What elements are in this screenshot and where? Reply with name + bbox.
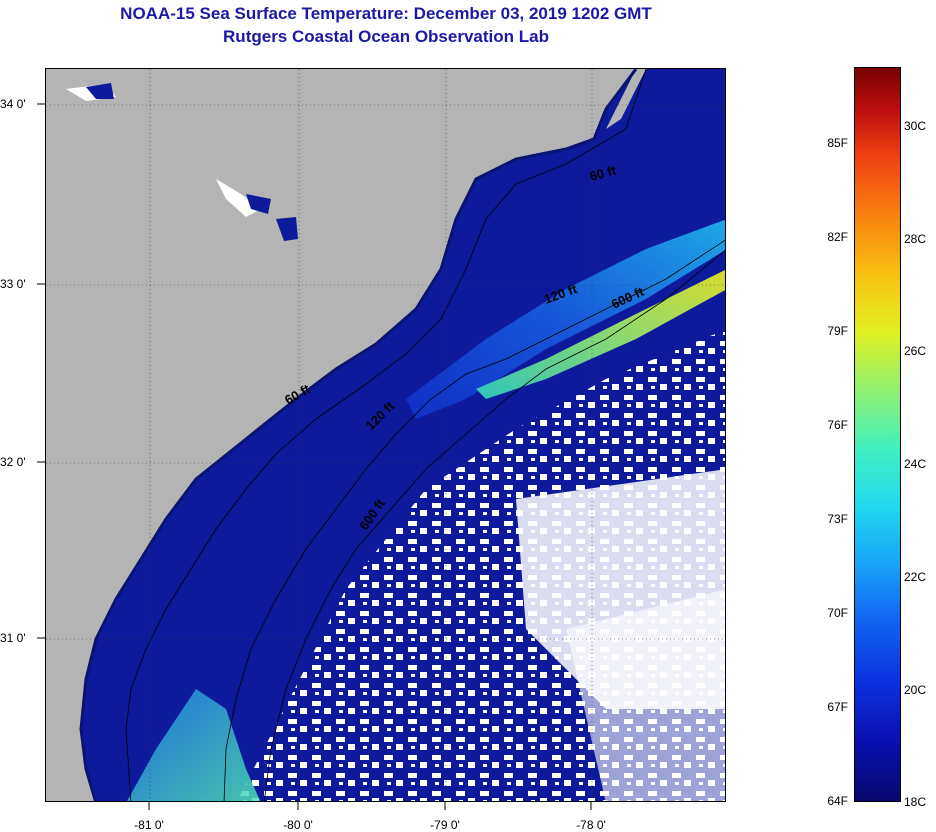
colorbar-c-20: 20C	[904, 683, 927, 697]
colorbar-c-18: 18C	[904, 795, 927, 809]
colorbar-f-67: 67F	[827, 700, 848, 714]
shelf-warm-band	[406, 219, 725, 419]
colorbar-f-73: 73F	[827, 512, 848, 526]
contour-60ft	[125, 69, 647, 801]
lat-label-32: 32 0'	[0, 455, 26, 469]
colorbar-c-28: 28C	[904, 232, 927, 246]
contour-label-60ft-north: 60 ft	[588, 162, 618, 184]
colorbar-f-64: 64F	[827, 794, 848, 808]
colorbar-c-24: 24C	[904, 457, 927, 471]
lon-label-79: -79 0'	[430, 818, 460, 832]
map-title: NOAA-15 Sea Surface Temperature: Decembe…	[120, 4, 652, 23]
lon-label-81: -81 0'	[134, 818, 164, 832]
lon-label-78: -78 0'	[576, 818, 606, 832]
gulf-stream-edge	[476, 269, 725, 399]
colorbar-f-79: 79F	[827, 324, 848, 338]
land-mass	[46, 69, 636, 801]
lat-label-34: 34 0'	[0, 97, 26, 111]
colorbar-c-30: 30C	[904, 119, 927, 133]
sst-map-canvas: 60 ft 120 ft 600 ft 60 ft 120 ft 600 ft	[46, 69, 725, 801]
contour-120ft	[223, 239, 725, 801]
lat-label-33: 33 0'	[0, 277, 26, 291]
lat-label-31: 31 0'	[0, 631, 26, 645]
map-subtitle: Rutgers Coastal Ocean Observation Lab	[223, 27, 549, 46]
colorbar-c-22: 22C	[904, 570, 927, 584]
colorbar-f-82: 82F	[827, 230, 848, 244]
colorbar-f-85: 85F	[827, 136, 848, 150]
sst-map: 60 ft 120 ft 600 ft 60 ft 120 ft 600 ft	[45, 68, 726, 802]
southwest-warm-patch	[127, 689, 261, 801]
colorbar-f-76: 76F	[827, 418, 848, 432]
colorbar-c-26: 26C	[904, 344, 927, 358]
contour-600ft	[263, 250, 725, 801]
map-grid	[46, 69, 725, 801]
colorbar-f-70: 70F	[827, 606, 848, 620]
lon-label-80: -80 0'	[283, 818, 313, 832]
temperature-colorbar	[854, 67, 901, 802]
